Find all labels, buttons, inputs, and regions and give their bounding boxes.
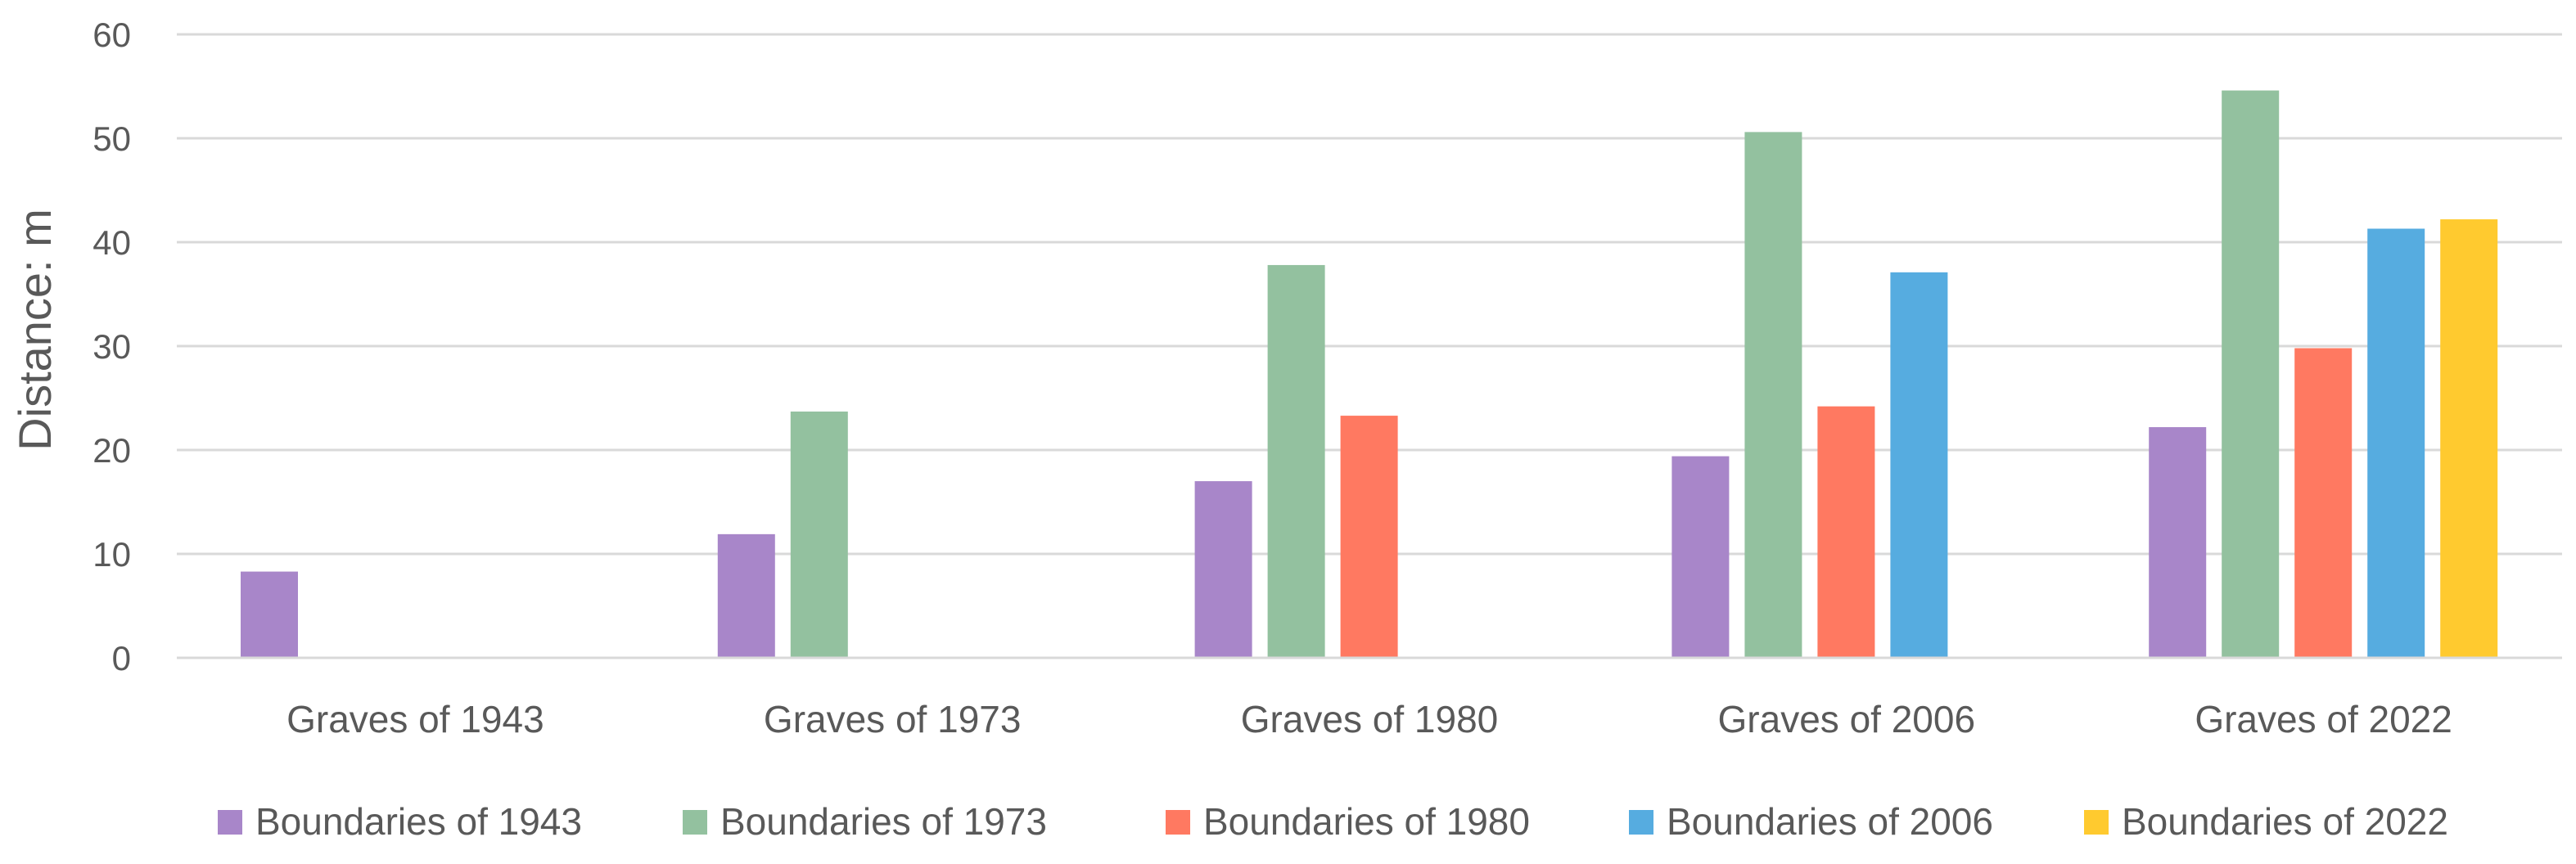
- y-tick-label: 10: [92, 535, 131, 574]
- x-category-label: Graves of 2006: [1718, 698, 1976, 740]
- y-tick-label: 20: [92, 431, 131, 470]
- bars: [241, 90, 2498, 658]
- y-tick-label: 0: [112, 639, 131, 677]
- bar-3-0: [1671, 456, 1730, 658]
- bar-2-2: [1340, 416, 1398, 658]
- y-tick-label: 50: [92, 119, 131, 158]
- bar-4-1: [2222, 90, 2280, 658]
- legend-label: Boundaries of 1943: [255, 800, 582, 843]
- legend-label: Boundaries of 2022: [2122, 800, 2448, 843]
- bar-2-0: [1194, 481, 1252, 658]
- x-category-label: Graves of 1943: [286, 698, 544, 740]
- legend-swatch: [1629, 810, 1653, 835]
- legend-swatch: [218, 810, 242, 835]
- y-axis-ticks: 0 10 20 30 40 50 60: [92, 16, 131, 677]
- legend-label: Boundaries of 2006: [1667, 800, 1993, 843]
- bar-4-4: [2440, 219, 2498, 658]
- bar-3-1: [1744, 132, 1802, 658]
- bar-0-0: [241, 571, 298, 658]
- legend-label: Boundaries of 1980: [1203, 800, 1530, 843]
- bar-3-3: [1890, 272, 1948, 658]
- bar-2-1: [1267, 264, 1325, 658]
- bar-1-1: [790, 412, 848, 658]
- legend-label: Boundaries of 1973: [720, 800, 1047, 843]
- bar-4-2: [2294, 348, 2353, 658]
- legend: Boundaries of 1943 Boundaries of 1973 Boun…: [218, 800, 2448, 843]
- legend-swatch: [1166, 810, 1190, 835]
- y-tick-label: 60: [92, 16, 131, 54]
- x-category-label: Graves of 1980: [1241, 698, 1499, 740]
- x-category-label: Graves of 2022: [2195, 698, 2452, 740]
- x-axis-categories: Graves of 1943 Graves of 1973 Graves of 19…: [286, 698, 2452, 740]
- y-tick-label: 30: [92, 327, 131, 366]
- bar-4-0: [2149, 427, 2207, 658]
- legend-swatch: [683, 810, 707, 835]
- y-tick-label: 40: [92, 223, 131, 262]
- bar-4-3: [2367, 228, 2425, 658]
- legend-swatch: [2084, 810, 2109, 835]
- bar-1-0: [717, 533, 775, 658]
- bar-3-2: [1817, 406, 1875, 658]
- y-axis-label: Distance: m: [9, 209, 61, 451]
- x-category-label: Graves of 1973: [764, 698, 1022, 740]
